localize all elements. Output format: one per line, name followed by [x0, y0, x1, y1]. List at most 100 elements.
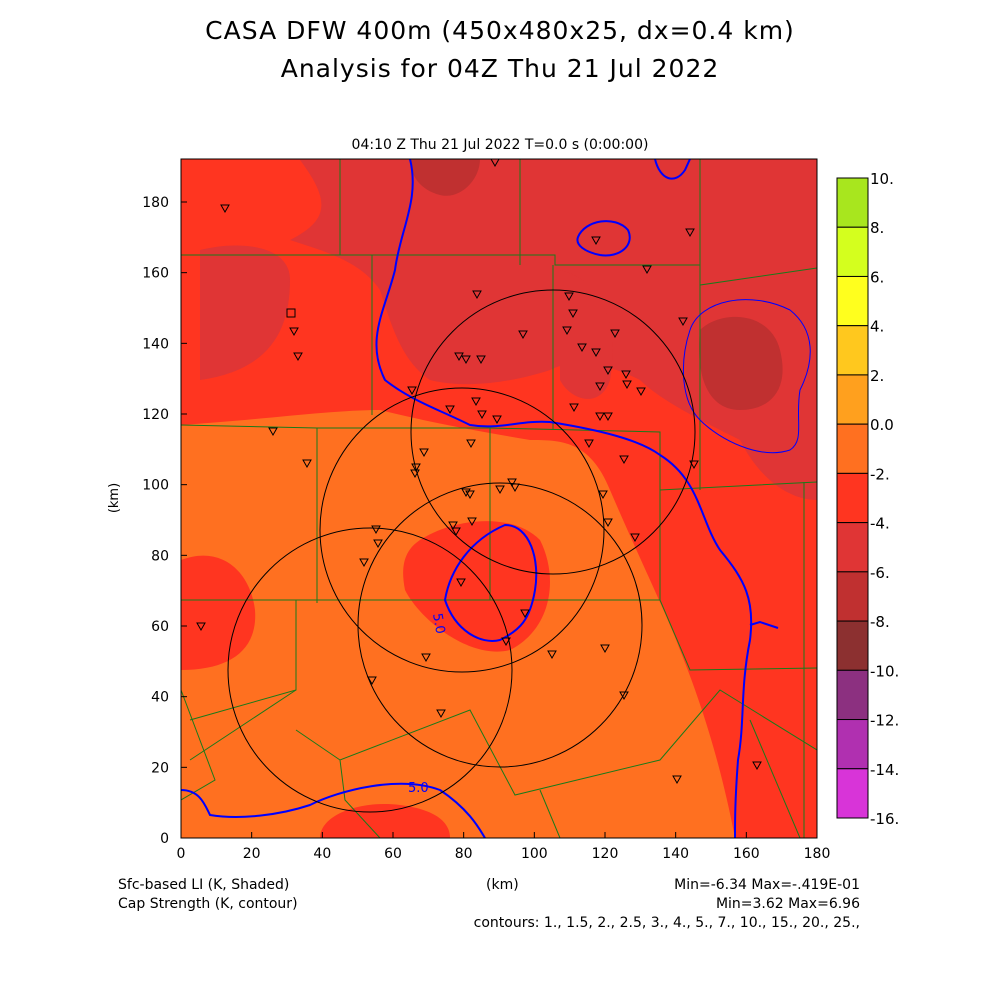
station-triangle-icon — [547, 650, 557, 660]
colorbar-label: -2. — [870, 465, 890, 483]
station-triangle-icon — [436, 709, 446, 719]
station-triangle-icon — [619, 691, 629, 701]
station-triangle-icon — [410, 469, 420, 479]
colorbar-swatch — [836, 374, 869, 425]
x-tick-label: 60 — [384, 846, 402, 862]
station-triangle-icon — [619, 455, 629, 465]
station-triangle-icon — [289, 327, 299, 337]
colorbar-label: -8. — [870, 613, 890, 631]
contour-field-label: Cap Strength (K, contour) — [118, 896, 298, 912]
colorbar-label: 6. — [870, 268, 884, 286]
li-region-neg4to-6 — [560, 270, 613, 399]
y-tick-label: 20 — [151, 760, 169, 776]
station-triangle-icon — [471, 397, 481, 407]
x-tick-label: 140 — [662, 846, 689, 862]
contour-levels: contours: 1., 1.5, 2., 2.5, 3., 4., 5., … — [473, 915, 860, 931]
y-tick-label: 0 — [160, 831, 169, 847]
y-tick-label: 140 — [142, 336, 169, 352]
x-tick-label: 180 — [804, 846, 831, 862]
station-triangle-icon — [359, 558, 369, 568]
colorbar-label: -4. — [870, 515, 890, 533]
chart-title-line1: CASA DFW 400m (450x480x25, dx=0.4 km) — [205, 16, 795, 45]
station-triangle-icon — [293, 352, 303, 362]
colorbar-label: 2. — [870, 367, 884, 385]
station-triangle-icon — [461, 488, 471, 498]
colorbar: 10. 8. 6. 4. 2. 0.0 -2. -4. -6. -8. -10. -12. -14. -1… — [836, 170, 899, 828]
shaded-field-label: Sfc-based LI (K, Shaded) — [118, 877, 290, 893]
station-triangle-icon — [476, 355, 486, 365]
x-tick-label: 100 — [521, 846, 548, 862]
x-tick-label: 160 — [733, 846, 760, 862]
station-triangle-icon — [595, 412, 605, 422]
li-region-neg6to-8 — [699, 316, 783, 410]
station-triangle-icon — [466, 439, 476, 449]
chart-title-line2: Analysis for 04Z Thu 21 Jul 2022 — [280, 54, 720, 83]
contour-stats: Min=3.62 Max=6.96 — [715, 896, 860, 912]
colorbar-swatch — [836, 275, 869, 327]
colorbar-label: -16. — [870, 810, 899, 828]
station-triangle-icon — [564, 292, 574, 302]
colorbar-swatch — [836, 719, 869, 770]
station-triangle-icon — [584, 439, 594, 449]
station-triangle-icon — [642, 265, 652, 275]
colorbar-swatch — [836, 571, 869, 622]
station-triangle-icon — [421, 653, 431, 663]
li-region-neg6to-8 — [410, 159, 480, 196]
plot-frame — [180, 158, 818, 839]
station-triangle-icon — [621, 370, 631, 380]
station-triangle-icon — [603, 412, 613, 422]
colorbar-swatch — [836, 768, 869, 819]
station-triangle-icon — [689, 460, 699, 470]
station-triangle-icon — [461, 355, 471, 365]
x-tick-label: 80 — [455, 846, 473, 862]
station-triangle-icon — [577, 343, 587, 353]
x-tick-label: 40 — [313, 846, 331, 862]
station-triangle-icon — [685, 228, 695, 238]
x-tick-label: 120 — [592, 846, 619, 862]
station-triangle-icon — [568, 309, 578, 319]
colorbar-label: -10. — [870, 662, 899, 680]
y-tick-label: 40 — [151, 690, 169, 706]
station-triangle-icon — [467, 517, 477, 527]
shaded-li-field — [181, 159, 817, 838]
x-tick-label: 20 — [243, 846, 261, 862]
station-markers — [196, 159, 762, 785]
colorbar-label: 4. — [870, 318, 884, 336]
station-triangle-icon — [518, 330, 528, 340]
station-triangle-icon — [591, 348, 601, 358]
y-tick-label: 180 — [142, 195, 169, 211]
colorbar-label: -12. — [870, 712, 899, 730]
station-triangle-icon — [600, 644, 610, 654]
y-axis-label: (km) — [107, 483, 122, 513]
station-triangle-icon — [454, 352, 464, 362]
colorbar-label: -14. — [870, 761, 899, 779]
station-triangle-icon — [268, 427, 278, 437]
station-triangle-icon — [622, 380, 632, 390]
contour-label: 5.0 — [429, 612, 447, 635]
shaded-stats: Min=-6.34 Max=-.419E-01 — [674, 877, 860, 893]
station-triangle-icon — [302, 459, 312, 469]
station-triangle-icon — [220, 204, 230, 214]
county-boundaries — [181, 159, 817, 838]
station-triangle-icon — [367, 676, 377, 686]
colorbar-label: 8. — [870, 219, 884, 237]
x-axis-label: (km) — [486, 877, 519, 893]
station-triangle-icon — [371, 525, 381, 535]
station-triangle-icon — [752, 761, 762, 771]
station-triangle-icon — [507, 478, 517, 488]
station-triangle-icon — [492, 415, 502, 425]
station-triangle-icon — [630, 533, 640, 543]
colorbar-swatch — [836, 226, 869, 277]
station-triangle-icon — [477, 410, 487, 420]
station-triangle-icon — [490, 159, 500, 168]
colorbar-swatch — [836, 522, 869, 573]
colorbar-label: 0.0 — [870, 416, 894, 434]
axis-ticks: 0 20 40 60 80 100 120 140 160 180 0 20 40 60 80 100 120 1… — [142, 195, 830, 862]
station-triangle-icon — [678, 317, 688, 327]
station-triangle-icon — [465, 490, 475, 500]
station-triangle-icon — [569, 403, 579, 413]
station-triangle-icon — [610, 329, 620, 339]
colorbar-label: 10. — [870, 170, 894, 188]
station-triangle-icon — [448, 521, 458, 531]
